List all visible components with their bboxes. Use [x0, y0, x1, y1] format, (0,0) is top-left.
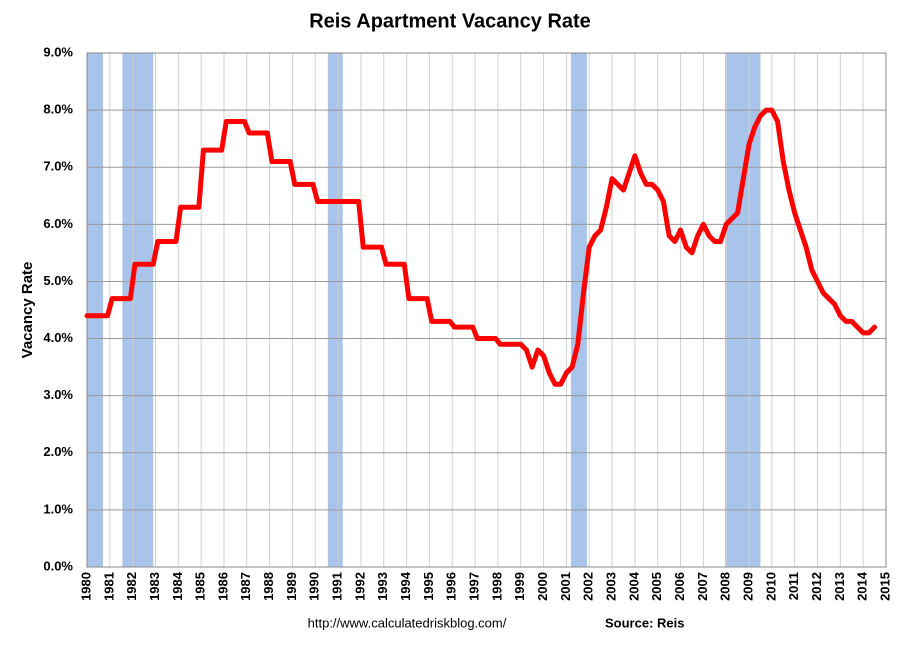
x-tick-label: 2004 [626, 571, 641, 601]
y-tick-label: 5.0% [43, 273, 73, 288]
x-tick-label: 1993 [375, 572, 390, 601]
x-tick-label: 2009 [740, 572, 755, 601]
y-tick-label: 2.0% [43, 444, 73, 459]
recession-band [327, 53, 343, 567]
x-tick-label: 2007 [695, 572, 710, 601]
x-tick-label: 1981 [101, 572, 116, 601]
x-tick-label: 1985 [193, 572, 208, 601]
x-tick-label: 1986 [215, 572, 230, 601]
x-tick-label: 2015 [877, 572, 892, 601]
x-tick-label: 1987 [238, 572, 253, 601]
y-tick-label: 1.0% [43, 501, 73, 516]
x-tick-label: 2002 [581, 572, 596, 601]
x-tick-label: 1980 [78, 572, 93, 601]
x-tick-label: 1997 [467, 572, 482, 601]
x-tick-label: 1992 [352, 572, 367, 601]
y-tick-label: 0.0% [43, 558, 73, 573]
footer-url: http://www.calculatedriskblog.com/ [308, 615, 507, 630]
x-tick-label: 1988 [261, 572, 276, 601]
x-tick-label: 2013 [832, 572, 847, 601]
y-tick-label: 6.0% [43, 216, 73, 231]
footer-source: Source: Reis [605, 615, 684, 630]
x-tick-label: 2012 [809, 572, 824, 601]
x-tick-label: 2011 [786, 572, 801, 600]
x-tick-label: 2005 [649, 572, 664, 601]
x-tick-label: 2001 [558, 572, 573, 601]
x-tick-label: 1982 [124, 572, 139, 601]
x-tick-label: 2010 [763, 572, 778, 601]
y-tick-label: 9.0% [43, 44, 73, 59]
recession-band [87, 53, 103, 567]
x-tick-label: 1984 [170, 571, 185, 601]
plot-border [86, 52, 887, 568]
y-tick-label: 4.0% [43, 330, 73, 345]
x-tick-label: 1996 [444, 572, 459, 601]
y-axis-label: Vacancy Rate [19, 262, 36, 359]
x-tick-label: 1999 [512, 572, 527, 601]
x-tick-label: 1995 [421, 572, 436, 601]
x-tick-label: 2014 [855, 571, 870, 601]
recession-band [122, 53, 154, 567]
x-tick-label: 1990 [307, 572, 322, 601]
line-series [84, 107, 878, 387]
x-tick-label: 1983 [147, 572, 162, 601]
y-tick-label: 3.0% [43, 387, 73, 402]
x-tick-label: 2000 [535, 572, 550, 601]
x-tick-label: 2006 [672, 572, 687, 601]
y-tick-label: 7.0% [43, 159, 73, 174]
recession-band [570, 53, 587, 567]
x-tick-label: 2003 [603, 572, 618, 601]
chart-title: Reis Apartment Vacancy Rate [309, 10, 591, 32]
x-tick-label: 1989 [284, 572, 299, 601]
x-tick-label: 1998 [489, 572, 504, 601]
x-tick-label: 1991 [330, 572, 345, 601]
x-tick-label: 1994 [398, 571, 413, 601]
y-tick-label: 8.0% [43, 102, 73, 117]
recession-band [725, 53, 761, 567]
x-tick-label: 2008 [718, 572, 733, 601]
